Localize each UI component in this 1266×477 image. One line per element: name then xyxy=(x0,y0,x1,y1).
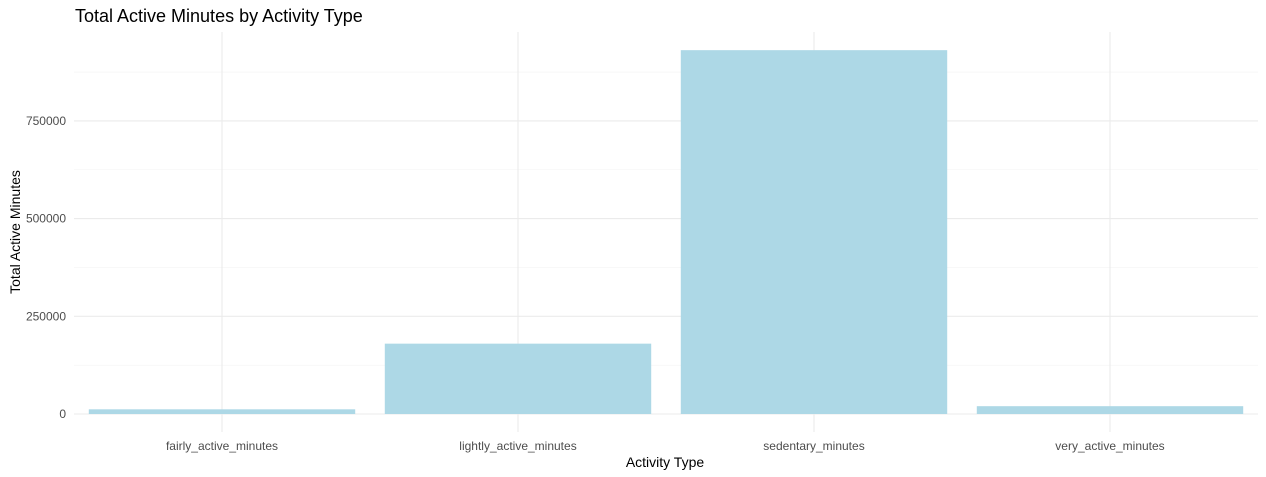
bar-lightly_active_minutes xyxy=(385,344,651,414)
chart-title: Total Active Minutes by Activity Type xyxy=(75,6,363,26)
x-axis-title: Activity Type xyxy=(626,454,705,470)
y-tick-label: 0 xyxy=(59,407,66,421)
y-tick-label: 250000 xyxy=(26,309,66,323)
bar-sedentary_minutes xyxy=(681,50,947,414)
x-axis-ticks: fairly_active_minutes lightly_active_minu… xyxy=(166,439,1165,453)
y-tick-label: 500000 xyxy=(26,212,66,226)
bars xyxy=(89,50,1243,414)
x-tick-label: lightly_active_minutes xyxy=(459,439,576,453)
y-tick-label: 750000 xyxy=(26,114,66,128)
x-tick-label: fairly_active_minutes xyxy=(166,439,278,453)
y-axis-ticks: 0 250000 500000 750000 xyxy=(26,114,66,421)
x-tick-label: sedentary_minutes xyxy=(763,439,864,453)
grid-lines xyxy=(74,32,1258,432)
x-tick-label: very_active_minutes xyxy=(1055,439,1164,453)
bar-very_active_minutes xyxy=(977,406,1243,414)
y-axis-title: Total Active Minutes xyxy=(7,170,23,294)
bar-fairly_active_minutes xyxy=(89,409,355,414)
